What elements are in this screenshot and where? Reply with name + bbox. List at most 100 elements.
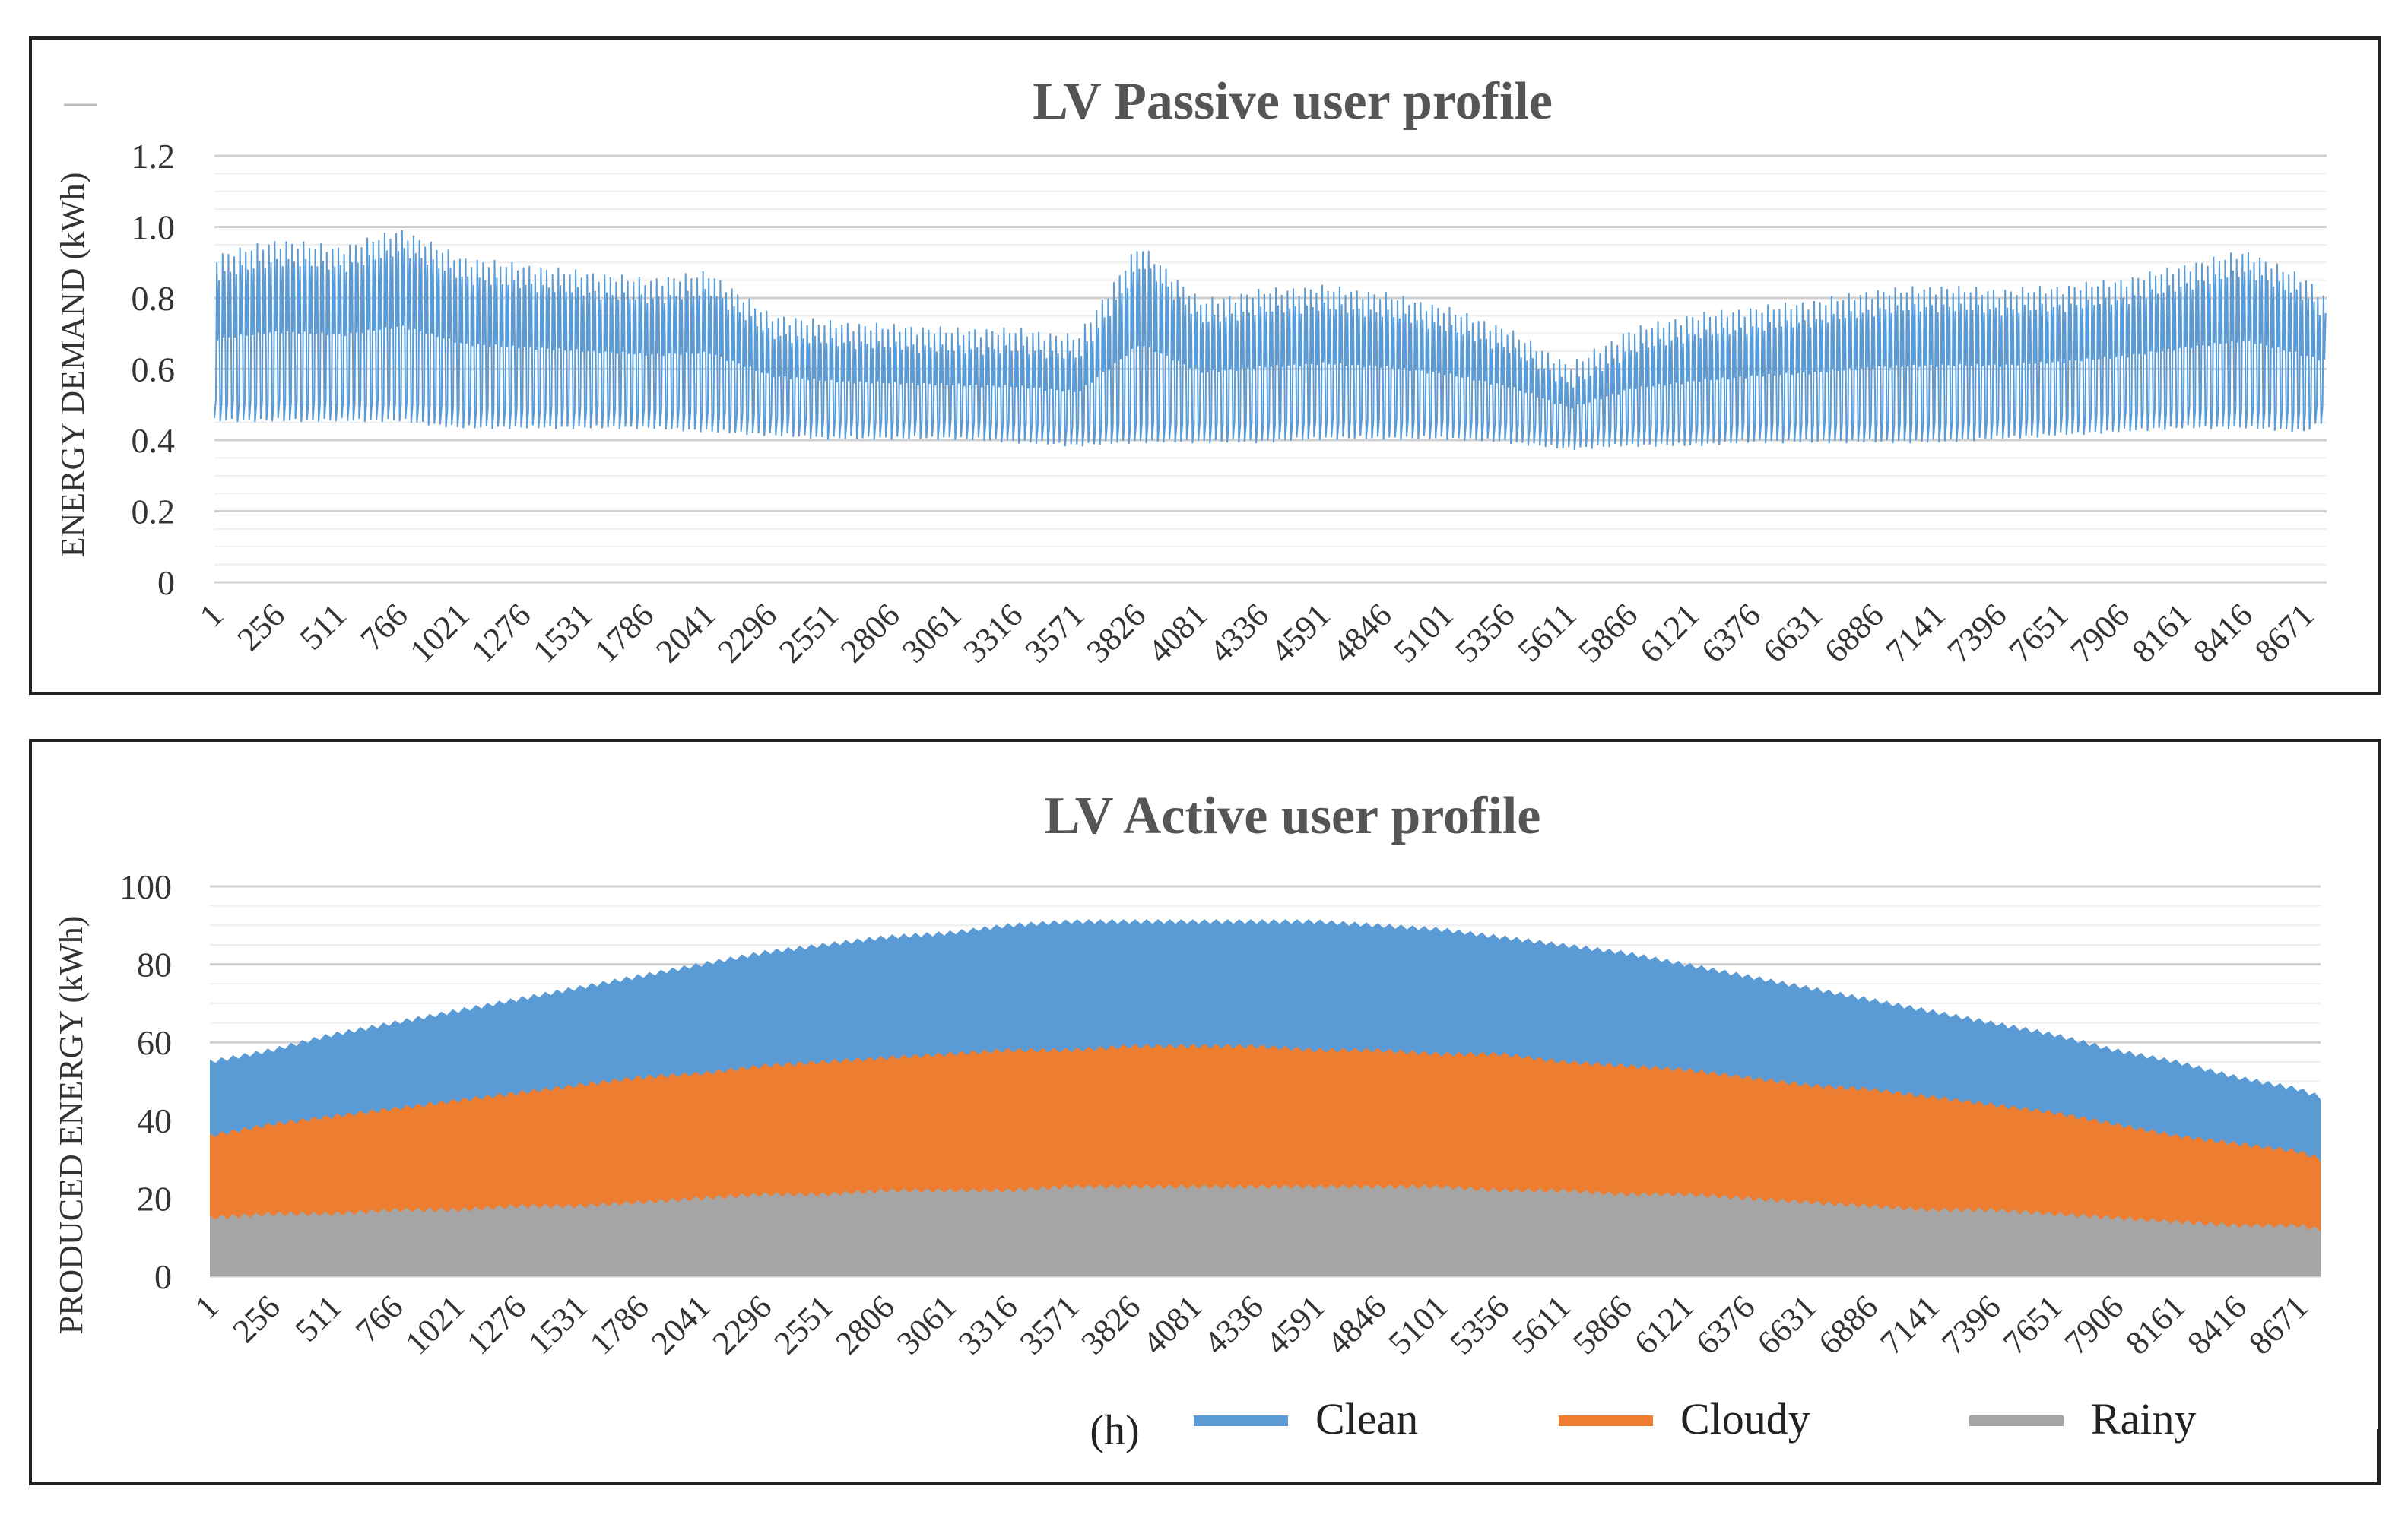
active-chart-frame [29, 739, 2381, 1485]
passive-y-tick-label: 0.8 [132, 279, 176, 318]
passive-x-tick-label: 5866 [1571, 596, 1645, 670]
passive-x-tick-label: 6886 [1817, 596, 1891, 670]
active-x-tick-label: 3571 [1013, 1288, 1087, 1361]
active-y-tick-label: 60 [137, 1023, 172, 1062]
active-y-ticks: 0 20 40 60 80 100 [119, 867, 172, 1296]
active-x-tick-label: 1 [188, 1288, 226, 1326]
passive-x-tick-label: 5611 [1511, 596, 1584, 669]
passive-x-tick-label: 1531 [525, 596, 599, 670]
active-x-tick-label: 4846 [1320, 1288, 1394, 1361]
active-x-ticks: 1 256 511 766102112761531178620412296255128… [188, 1288, 2315, 1361]
passive-x-tick-label: 3826 [1079, 596, 1153, 670]
passive-x-tick-label: 6631 [1756, 596, 1829, 670]
active-y-tick-label: 20 [137, 1179, 172, 1218]
active-chart-title: LV Active user profile [1045, 787, 1541, 845]
passive-x-tick-label: 2551 [772, 596, 845, 670]
active-x-tick-label: 1021 [398, 1288, 471, 1361]
passive-x-tick-label: 3571 [1017, 596, 1091, 670]
active-y-tick-label: 100 [119, 867, 172, 906]
passive-x-tick-label: 4846 [1325, 596, 1399, 670]
passive-chart-frame [29, 36, 2381, 695]
passive-x-tick-label: 5356 [1448, 596, 1522, 670]
active-area-rainy [210, 1184, 2321, 1276]
passive-x-tick-label: 256 [230, 596, 292, 658]
passive-x-tick-label: 8671 [2248, 596, 2321, 670]
passive-x-tick-label: 6121 [1632, 596, 1706, 670]
passive-demand-series [214, 230, 2327, 451]
active-y-tick-label: 40 [137, 1101, 172, 1140]
passive-y-tick-label: 1.2 [132, 137, 176, 176]
active-x-tick-label: 4591 [1258, 1288, 1332, 1361]
passive-x-tick-label: 2806 [833, 596, 907, 670]
passive-x-tick-label: 5101 [1387, 596, 1461, 670]
active-x-tick-label: 256 [226, 1288, 287, 1349]
passive-plot-area [214, 230, 2327, 451]
passive-x-tick-label: 1 [192, 596, 230, 634]
passive-x-tick-label: 7651 [2001, 596, 2075, 670]
passive-y-axis-label: ENERGY DEMAND (kWh) [54, 173, 91, 558]
passive-x-tick-label: 7396 [1940, 596, 2014, 670]
active-x-tick-label: 3061 [890, 1288, 963, 1361]
passive-x-tick-label: 3316 [957, 596, 1030, 670]
passive-x-ticks: 1 256 511 766102112761531178620412296255128… [192, 596, 2321, 670]
active-x-tick-label: 4336 [1197, 1288, 1271, 1361]
active-x-tick-label: 2806 [828, 1288, 902, 1361]
passive-y-ticks: 0 0.2 0.4 0.6 0.8 1.0 1.2 [132, 137, 176, 602]
active-x-tick-label: 7141 [1873, 1288, 1946, 1361]
legend-label-clean: Clean [1315, 1394, 1418, 1444]
passive-y-tick-label: 0.4 [132, 421, 176, 460]
passive-x-tick-label: 7906 [2063, 596, 2137, 670]
passive-chart-title: LV Passive user profile [1033, 72, 1553, 131]
active-x-tick-label: 7396 [1934, 1288, 2008, 1361]
active-x-tick-label: 3826 [1074, 1288, 1147, 1361]
active-y-tick-label: 80 [137, 946, 172, 984]
active-x-tick-label: 7906 [2057, 1288, 2131, 1361]
active-x-tick-label: 1276 [459, 1288, 533, 1361]
active-legend: Clean Cloudy Rainy [1194, 1394, 2380, 1484]
active-x-tick-label: 2296 [706, 1288, 779, 1361]
passive-x-tick-label: 6376 [1694, 596, 1768, 670]
active-x-tick-label: 5866 [1566, 1288, 1639, 1361]
active-x-tick-label: 6631 [1750, 1288, 1823, 1361]
passive-x-tick-label: 4081 [1141, 596, 1214, 670]
passive-x-tick-label: 4591 [1264, 596, 1337, 670]
active-x-tick-label: 5356 [1442, 1288, 1516, 1361]
active-y-tick-label: 0 [154, 1257, 172, 1296]
passive-y-tick-label: 1.0 [132, 208, 176, 247]
passive-x-tick-label: 8416 [2186, 596, 2260, 670]
legend-label-rainy: Rainy [2091, 1394, 2197, 1444]
active-x-tick-label: 2551 [766, 1288, 840, 1361]
passive-x-tick-label: 4336 [1202, 596, 1276, 670]
active-x-tick-label: 8416 [2180, 1288, 2254, 1361]
active-x-tick-label: 8671 [2241, 1288, 2315, 1361]
passive-x-tick-label: 511 [293, 596, 354, 657]
active-x-tick-label: 511 [288, 1288, 349, 1349]
active-x-tick-label: 6376 [1689, 1288, 1762, 1361]
active-x-tick-label: 3316 [951, 1288, 1025, 1361]
passive-x-tick-label: 1021 [403, 596, 477, 670]
active-x-tick-label: 2041 [644, 1288, 718, 1361]
passive-x-tick-label: 1276 [465, 596, 538, 670]
passive-x-tick-label: 7141 [1879, 596, 1953, 670]
active-x-tick-label: 1786 [582, 1288, 656, 1361]
passive-x-tick-label: 3061 [895, 596, 969, 670]
x-axis-unit-label: (h) [1090, 1407, 1139, 1454]
active-x-tick-label: 5611 [1505, 1288, 1578, 1361]
passive-x-tick-label: 2041 [649, 596, 722, 670]
legend-label-cloudy: Cloudy [1680, 1394, 1810, 1444]
active-x-tick-label: 766 [348, 1288, 410, 1349]
active-y-axis-label: PRODUCED ENERGY (kWh) [52, 916, 90, 1335]
passive-y-tick-label: 0.2 [132, 493, 176, 531]
passive-x-tick-label: 1786 [587, 596, 661, 670]
active-x-tick-label: 8161 [2118, 1288, 2192, 1361]
active-x-tick-label: 6121 [1627, 1288, 1701, 1361]
active-x-tick-label: 6886 [1811, 1288, 1885, 1361]
active-x-tick-label: 1531 [521, 1288, 595, 1361]
passive-x-tick-label: 766 [353, 596, 414, 658]
passive-y-tick-label: 0.6 [132, 350, 176, 389]
passive-x-tick-label: 2296 [710, 596, 784, 670]
passive-x-tick-label: 8161 [2124, 596, 2198, 670]
active-x-tick-label: 5101 [1382, 1288, 1455, 1361]
passive-y-tick-label: 0 [157, 563, 175, 602]
